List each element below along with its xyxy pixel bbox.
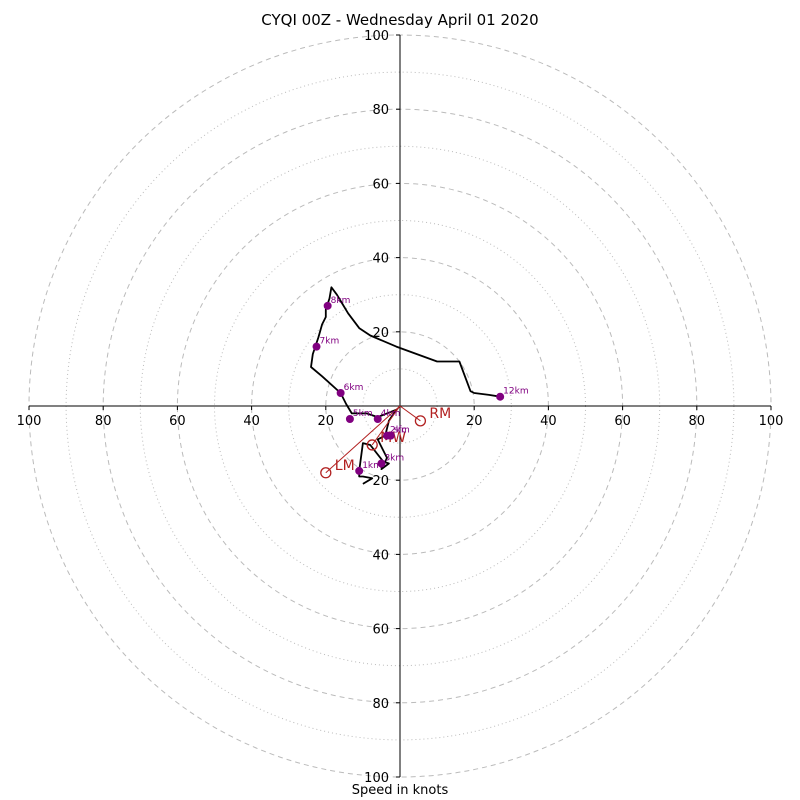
y-tick-label: 80	[372, 697, 389, 712]
storm-motion-marker	[320, 467, 332, 479]
y-tick-label: 20	[372, 474, 389, 489]
x-tick-label: 80	[689, 414, 706, 429]
storm-motion-label: RM	[429, 406, 451, 422]
x-axis-label: Speed in knots	[351, 783, 449, 798]
chart-title: CYQI 00Z - Wednesday April 01 2020	[261, 11, 539, 29]
height-marker	[496, 392, 505, 401]
y-tick-label: 100	[364, 771, 389, 786]
x-tick-label: 60	[614, 414, 631, 429]
storm-motion-vector	[325, 405, 401, 474]
x-tick-label: 40	[243, 414, 260, 429]
x-tick-label: 40	[540, 414, 557, 429]
y-tick-label: 40	[372, 252, 389, 267]
y-tick-label: 100	[364, 29, 389, 44]
height-marker	[323, 301, 332, 310]
height-marker-label: 1km	[362, 461, 382, 471]
height-marker-label: 8km	[331, 296, 351, 306]
height-marker	[336, 389, 345, 398]
height-marker	[312, 342, 321, 351]
height-marker-label: 7km	[320, 337, 340, 347]
y-tick-label: 20	[372, 326, 389, 341]
x-tick-label: 60	[169, 414, 186, 429]
height-marker	[355, 466, 364, 475]
height-marker	[386, 431, 395, 440]
storm-motion-vector	[399, 405, 421, 422]
height-marker-label: 5km	[353, 409, 373, 419]
height-marker	[345, 414, 354, 423]
height-marker-label: 12km	[503, 387, 528, 397]
height-marker-label: 2km	[390, 426, 410, 436]
height-marker-label: 6km	[344, 383, 364, 393]
height-marker-label: sfc	[394, 426, 407, 436]
height-marker-label: 4km	[381, 409, 401, 419]
height-marker-label: 3km	[384, 454, 404, 464]
y-tick-label: 80	[372, 103, 389, 118]
storm-motion-marker	[414, 415, 427, 427]
height-marker	[373, 414, 382, 423]
x-tick-label: 100	[17, 414, 42, 429]
x-tick-label: 80	[95, 414, 112, 429]
x-tick-label: 20	[318, 414, 335, 429]
storm-motion-label: LM	[335, 458, 355, 474]
y-tick-label: 60	[372, 177, 389, 192]
y-tick-label: 60	[372, 623, 389, 638]
storm-motion-marker	[366, 439, 378, 451]
height-marker	[377, 459, 386, 468]
y-tick-label: 40	[372, 548, 389, 563]
storm-motion-vector	[371, 405, 401, 446]
x-tick-label: 100	[759, 414, 784, 429]
x-tick-label: 20	[466, 414, 483, 429]
